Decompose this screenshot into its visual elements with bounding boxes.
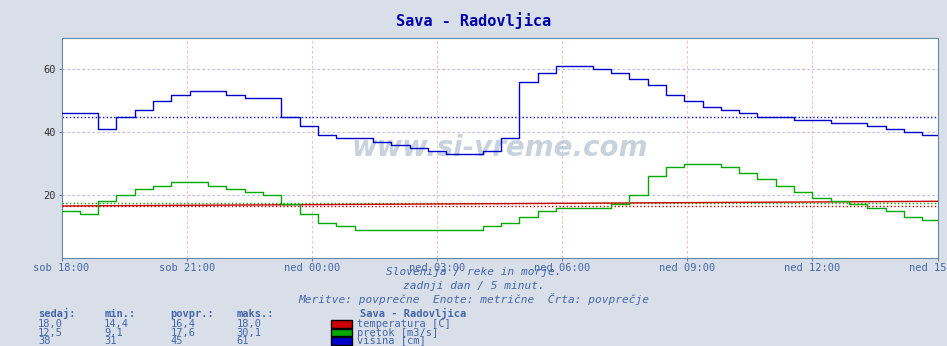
Text: 14,4: 14,4 (104, 319, 129, 329)
Text: 31: 31 (104, 336, 116, 346)
Text: povpr.:: povpr.: (170, 309, 214, 319)
Text: zadnji dan / 5 minut.: zadnji dan / 5 minut. (402, 281, 545, 291)
Text: 30,1: 30,1 (237, 328, 261, 338)
Text: 61: 61 (237, 336, 249, 346)
Text: višina [cm]: višina [cm] (357, 336, 426, 346)
Text: 18,0: 18,0 (237, 319, 261, 329)
Text: Sava - Radovljica: Sava - Radovljica (360, 308, 466, 319)
Text: 9,1: 9,1 (104, 328, 123, 338)
Text: temperatura [C]: temperatura [C] (357, 319, 451, 329)
Text: 38: 38 (38, 336, 50, 346)
Text: maks.:: maks.: (237, 309, 275, 319)
Text: sedaj:: sedaj: (38, 308, 76, 319)
Text: 12,5: 12,5 (38, 328, 63, 338)
Text: www.si-vreme.com: www.si-vreme.com (351, 134, 648, 162)
Text: 45: 45 (170, 336, 183, 346)
Text: Meritve: povprečne  Enote: metrične  Črta: povprečje: Meritve: povprečne Enote: metrične Črta:… (298, 293, 649, 305)
Text: 17,6: 17,6 (170, 328, 195, 338)
Text: 16,4: 16,4 (170, 319, 195, 329)
Text: pretok [m3/s]: pretok [m3/s] (357, 328, 438, 338)
Text: Sava - Radovljica: Sava - Radovljica (396, 12, 551, 29)
Text: min.:: min.: (104, 309, 135, 319)
Text: 18,0: 18,0 (38, 319, 63, 329)
Text: Slovenija / reke in morje.: Slovenija / reke in morje. (385, 267, 562, 277)
